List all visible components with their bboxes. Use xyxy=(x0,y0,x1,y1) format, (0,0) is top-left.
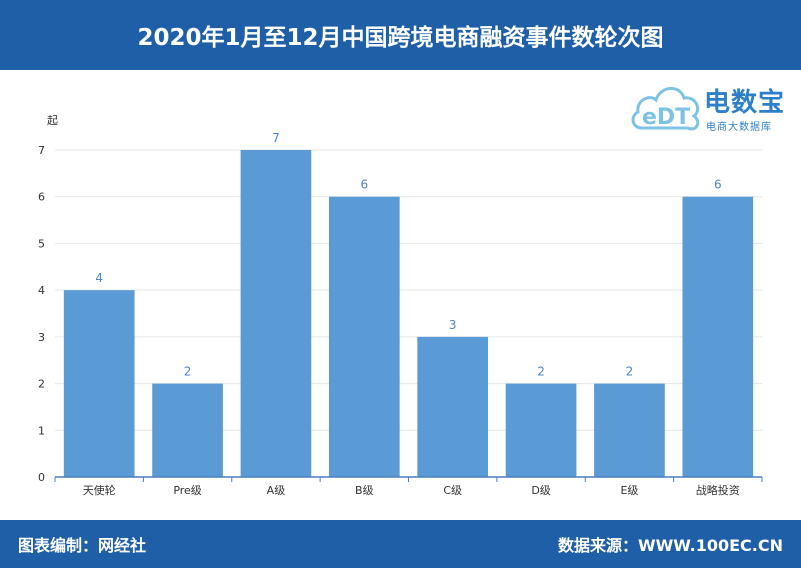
y-tick-label: 1 xyxy=(38,424,45,437)
y-tick-label: 5 xyxy=(38,237,45,250)
footer-bar: 图表编制：网经社 数据来源：WWW.100EC.CN xyxy=(0,520,801,568)
cloud-logo-icon: eDT xyxy=(631,87,700,131)
footer-credit: 图表编制：网经社 xyxy=(18,536,147,555)
bar-value-label: 2 xyxy=(537,365,545,379)
bar xyxy=(152,383,223,477)
x-tick-label: C级 xyxy=(443,484,462,497)
bar-value-label: 6 xyxy=(360,178,368,192)
bar-layer xyxy=(63,150,754,477)
x-tick-label: A级 xyxy=(267,484,286,497)
bar-value-label: 2 xyxy=(184,365,192,379)
header-bar: 2020年1月至12月中国跨境电商融资事件数轮次图 xyxy=(0,0,801,70)
x-tick-label: B级 xyxy=(355,484,374,497)
x-tick-label: Pre级 xyxy=(173,484,202,497)
y-axis-label: 起 xyxy=(47,114,58,127)
y-tick-label: 0 xyxy=(38,471,45,484)
bar-value-label: 6 xyxy=(714,178,722,192)
bar-value-label: 7 xyxy=(272,131,280,145)
bar xyxy=(240,150,312,477)
y-tick-label: 7 xyxy=(38,144,45,157)
x-tick-label: 天使轮 xyxy=(83,483,116,497)
x-tick-label: E级 xyxy=(620,484,638,497)
logo-mark-text: eDT xyxy=(642,105,690,130)
x-tick-label: D级 xyxy=(531,484,550,497)
brand-logo: eDT 电数宝 电商大数据库 xyxy=(628,76,793,140)
y-tick-label: 6 xyxy=(38,191,45,204)
bar xyxy=(505,383,577,477)
bar-value-label: 2 xyxy=(626,365,634,379)
logo-brand-name: 电数宝 xyxy=(704,88,786,118)
logo-brand-subtitle: 电商大数据库 xyxy=(706,122,772,133)
axis-layer xyxy=(54,476,763,482)
page-title: 2020年1月至12月中国跨境电商融资事件数轮次图 xyxy=(137,25,664,51)
y-tick-label: 3 xyxy=(38,331,45,344)
bar-value-label: 4 xyxy=(95,271,103,285)
bar-value-label: 3 xyxy=(449,318,457,332)
y-tick-label: 2 xyxy=(38,378,45,391)
footer-source: 数据来源：WWW.100EC.CN xyxy=(557,536,783,555)
bar xyxy=(63,290,135,477)
bar xyxy=(594,383,665,477)
y-tick-label: 4 xyxy=(38,284,45,297)
bar xyxy=(328,196,400,477)
bar xyxy=(417,336,489,477)
label-layer: 0 1 2 3 4 5 6 7 起 4 天使轮 2 Pre级 7 A级 6 B级 3 C级 2 D级 2 E级 6 战略投资 xyxy=(38,114,740,497)
x-tick-label: 战略投资 xyxy=(696,483,740,497)
bar xyxy=(682,196,754,477)
